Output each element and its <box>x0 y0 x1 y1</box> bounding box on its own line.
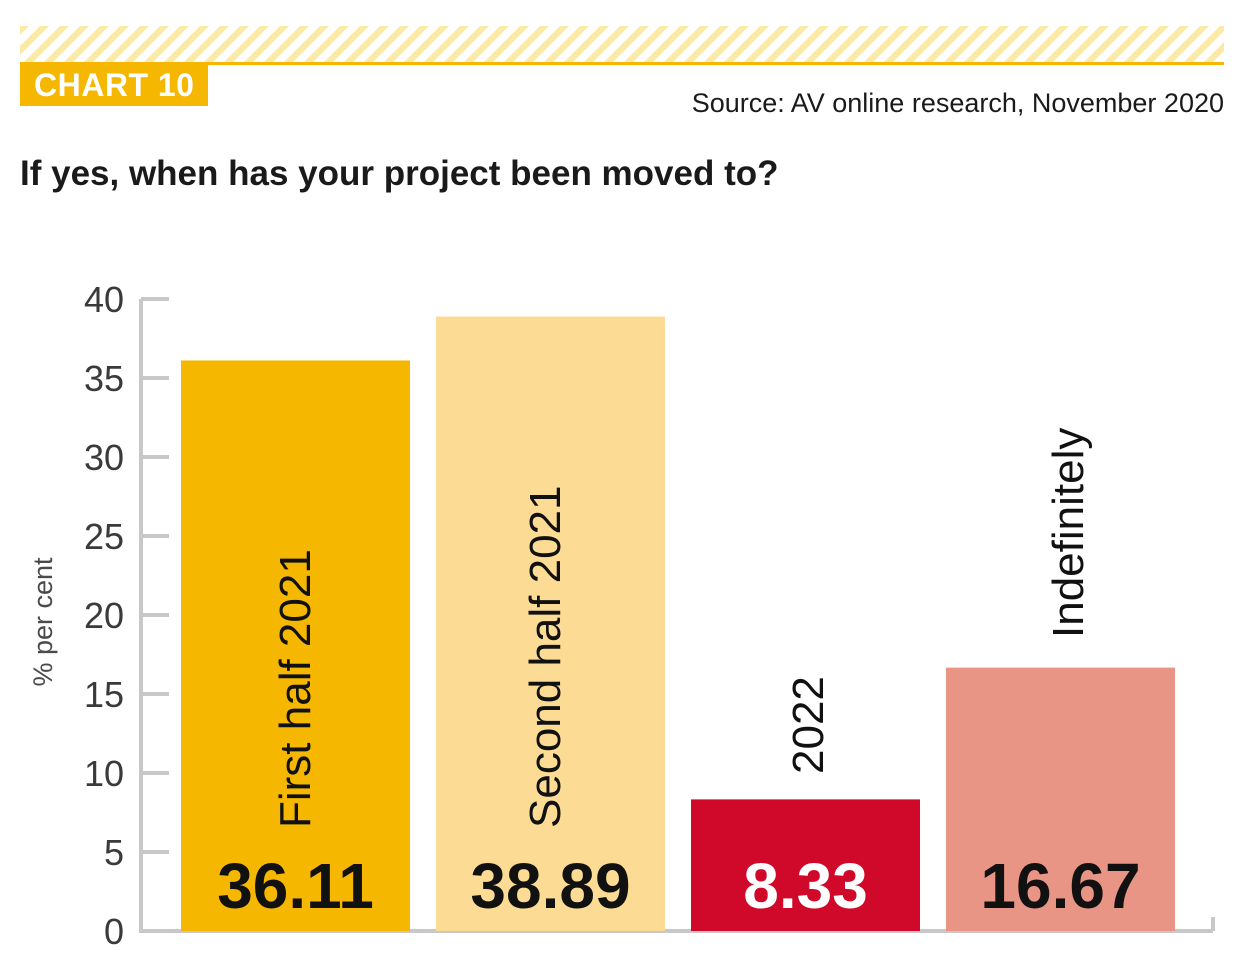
y-tick-label: 35 <box>84 358 124 399</box>
header-stripe-band <box>20 26 1224 62</box>
bar-category-label: Indefinitely <box>1044 428 1093 638</box>
y-tick-label: 40 <box>84 279 124 320</box>
y-tick-label: 10 <box>84 753 124 794</box>
y-tick-label: 20 <box>84 595 124 636</box>
y-tick-label: 25 <box>84 516 124 557</box>
bar-value-label: 8.33 <box>743 850 868 922</box>
bar-1 <box>181 360 410 931</box>
bar-value-label: 16.67 <box>980 850 1140 922</box>
y-tick-label: 30 <box>84 437 124 478</box>
y-tick-label: 0 <box>104 911 124 952</box>
chart-title: If yes, when has your project been moved… <box>20 154 779 193</box>
bar-2 <box>436 316 665 932</box>
y-axis-title: % per cent <box>28 557 58 687</box>
bar-value-label: 38.89 <box>470 850 630 922</box>
bar-category-label: First half 2021 <box>271 549 320 828</box>
bar-3 <box>691 799 920 931</box>
chart-number-badge: CHART 10 <box>20 65 209 106</box>
source-note: Source: AV online research, November 202… <box>691 88 1224 118</box>
y-tick-label: 15 <box>84 674 124 715</box>
bar-category-label: Second half 2021 <box>521 485 570 828</box>
header-rule <box>20 62 1224 65</box>
bar-category-label: 2022 <box>784 676 833 774</box>
bar-value-label: 36.11 <box>217 850 374 922</box>
y-tick-label: 5 <box>104 832 124 873</box>
bar-4 <box>946 667 1175 931</box>
